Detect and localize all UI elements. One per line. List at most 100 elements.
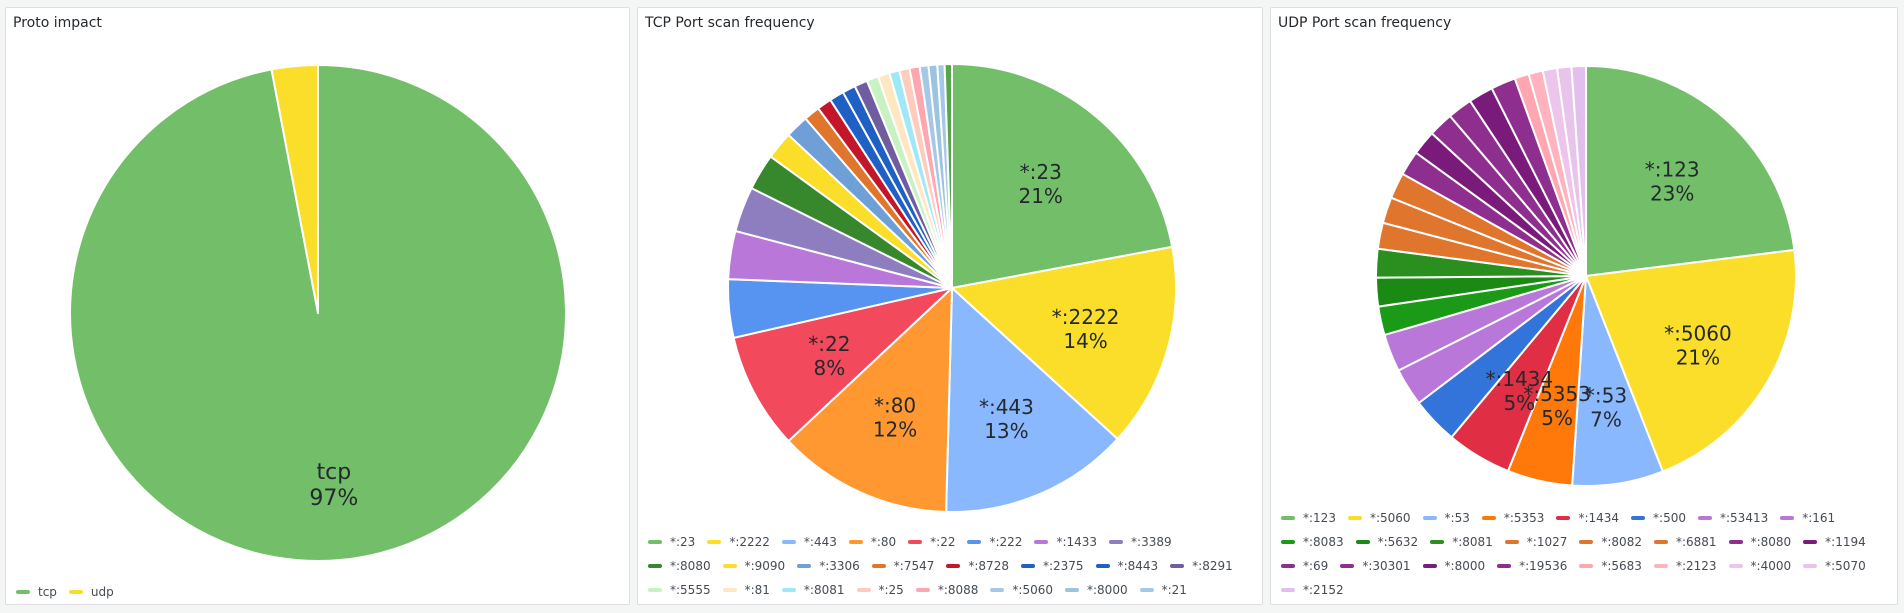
legend-item[interactable]: *:8000 [1422, 554, 1485, 578]
legend-item[interactable]: *:8083 [1281, 530, 1344, 554]
legend-item[interactable]: *:8728 [946, 554, 1009, 578]
legend-item[interactable]: *:5070 [1803, 554, 1866, 578]
legend-swatch [1653, 563, 1668, 568]
legend-label: *:80 [870, 535, 897, 549]
legend-item[interactable]: *:8443 [1095, 554, 1158, 578]
legend-item[interactable]: *:1027 [1504, 530, 1567, 554]
legend-item[interactable]: *:2375 [1020, 554, 1084, 578]
legend-label: *:8080 [1750, 535, 1792, 549]
legend-label: *:69 [1303, 559, 1329, 573]
legend-label: *:1194 [1825, 535, 1866, 549]
legend-label: *:53413 [1720, 511, 1769, 525]
slice-label-percent: 13% [984, 419, 1028, 443]
legend-item[interactable]: *:443 [781, 530, 837, 554]
legend-swatch [1034, 539, 1049, 544]
legend-item[interactable]: *:5060 [990, 578, 1053, 602]
legend-item[interactable]: *:8080 [648, 554, 711, 578]
legend-item[interactable]: *:22 [908, 530, 955, 554]
legend-swatch [856, 587, 871, 592]
legend-item[interactable]: *:80 [848, 530, 897, 554]
slice-label-name: *:1434 [1485, 367, 1553, 391]
legend-item[interactable]: *:8291 [1170, 554, 1233, 578]
legend-item[interactable]: *:9090 [722, 554, 785, 578]
pie-slice-23[interactable] [951, 63, 1174, 289]
pie-slice-80[interactable] [787, 287, 953, 513]
legend-swatch [1281, 515, 1295, 520]
legend-label: *:5060 [1012, 583, 1053, 597]
legend-item[interactable]: *:19536 [1497, 554, 1567, 578]
legend-item[interactable]: *:21 [1139, 578, 1187, 602]
legend-item[interactable]: *:3128 [648, 602, 711, 604]
udp-port-panel: UDP Port scan frequency *:123 23% *:5060 21… [1270, 7, 1898, 605]
legend-item[interactable]: *:123 [1281, 506, 1336, 530]
legend-item[interactable]: *:500 [1631, 506, 1686, 530]
pie-slice-2222[interactable] [951, 245, 1177, 440]
pie-slice-123[interactable] [1585, 65, 1796, 277]
legend-item[interactable]: tcp [16, 580, 57, 604]
pie-slice-3128[interactable] [943, 63, 953, 289]
legend-item[interactable]: *:53 [1422, 506, 1470, 530]
legend-item[interactable]: *:8082 [1579, 530, 1642, 554]
legend-item[interactable]: *:6881 [1653, 530, 1717, 554]
legend-item[interactable]: *:5353 [1481, 506, 1544, 530]
legend-label: *:6881 [1675, 535, 1717, 549]
tcp-port-panel: TCP Port scan frequency *:23 21% *:2222 14%… [637, 7, 1263, 605]
pie-slice-5060[interactable] [1585, 248, 1797, 473]
slice-label-percent: 7% [1590, 408, 1622, 432]
legend-item[interactable]: *:25 [856, 578, 904, 602]
legend-swatch [1281, 587, 1295, 592]
udp-legend: *:123 *:5060 *:53 *:5353 *:1434 *:500 *:53413 *… [1281, 506, 1881, 602]
legend-swatch [1780, 515, 1795, 520]
legend-item[interactable]: *:23 [648, 530, 695, 554]
legend-label: *:8000 [1087, 583, 1128, 597]
legend-item[interactable]: *:8000 [1065, 578, 1128, 602]
legend-swatch [781, 587, 796, 592]
legend-item[interactable]: *:5632 [1355, 530, 1418, 554]
legend-label: *:123 [1303, 511, 1336, 525]
legend-label: *:53 [1444, 511, 1470, 525]
legend-item[interactable]: *:81 [722, 578, 770, 602]
legend-item[interactable]: *:1433 [1034, 530, 1097, 554]
legend-label: *:1434 [1578, 511, 1620, 525]
legend-item[interactable]: *:1434 [1556, 506, 1619, 530]
legend-item[interactable]: *:2152 [1281, 578, 1344, 602]
legend-item[interactable]: *:8081 [781, 578, 845, 602]
legend-item[interactable]: *:222 [967, 530, 1022, 554]
pie-slice-udp[interactable] [270, 64, 319, 314]
legend-item[interactable]: *:8081 [1430, 530, 1493, 554]
legend-item[interactable]: udp [68, 580, 114, 604]
legend-item[interactable]: *:7547 [871, 554, 934, 578]
legend-swatch [1340, 563, 1355, 568]
slice-label-percent: 8% [813, 356, 845, 380]
pie-slice-2152[interactable] [1570, 65, 1587, 277]
slice-label-name: *:23 [1020, 160, 1062, 184]
legend-item[interactable]: *:3306 [797, 554, 860, 578]
legend-swatch [1698, 515, 1712, 520]
legend-swatch [990, 587, 1005, 592]
legend-item[interactable]: *:3389 [1109, 530, 1172, 554]
legend-item[interactable]: *:2222 [707, 530, 770, 554]
pie-slice-443[interactable] [945, 287, 1119, 513]
legend-item[interactable]: *:69 [1281, 554, 1328, 578]
legend-label: *:19536 [1519, 559, 1568, 573]
legend-item[interactable]: *:5555 [648, 578, 711, 602]
legend-item[interactable]: *:2123 [1653, 554, 1717, 578]
legend-label: *:8728 [968, 559, 1009, 573]
legend-item[interactable]: *:4000 [1728, 554, 1791, 578]
legend-item[interactable]: *:8080 [1728, 530, 1792, 554]
legend-swatch [1497, 563, 1512, 568]
legend-swatch [781, 539, 796, 544]
legend-item[interactable]: *:5060 [1347, 506, 1411, 530]
legend-label: *:8081 [1452, 535, 1493, 549]
legend-item[interactable]: *:30301 [1340, 554, 1411, 578]
legend-swatch [68, 589, 83, 594]
legend-item[interactable]: *:8088 [915, 578, 978, 602]
legend-label: *:2123 [1675, 559, 1717, 573]
legend-item[interactable]: *:5683 [1579, 554, 1642, 578]
legend-label: *:222 [989, 535, 1023, 549]
legend-item[interactable]: *:53413 [1698, 506, 1768, 530]
legend-item[interactable]: *:1194 [1803, 530, 1866, 554]
legend-item[interactable]: *:161 [1780, 506, 1835, 530]
